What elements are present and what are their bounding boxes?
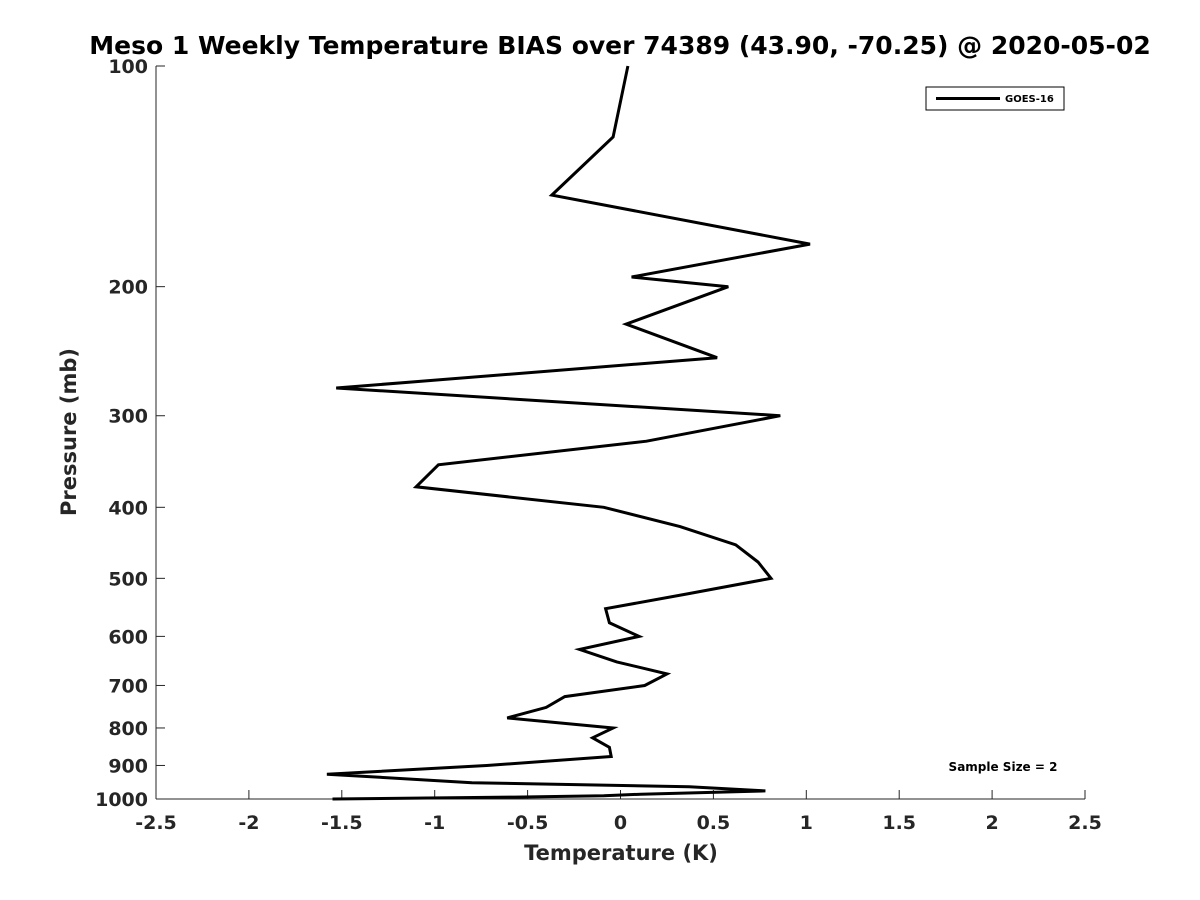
x-axis-label: Temperature (K) (524, 841, 718, 865)
x-tick-label: -2.5 (135, 812, 177, 834)
x-tick-label: -2 (238, 812, 259, 834)
x-tick-label: 2 (985, 812, 998, 834)
x-tick-label: -1.5 (321, 812, 363, 834)
y-tick-label: 400 (108, 497, 148, 519)
y-tick-label: 800 (108, 718, 148, 740)
y-tick-label: 900 (108, 755, 148, 777)
y-axis-label: Pressure (mb) (57, 348, 81, 516)
tick-labels: -2.5 -2 -1.5 -1 -0.5 0 0.5 1 1.5 2 2.5 100 200 300 400… (95, 56, 1102, 834)
y-tick-label: 300 (108, 406, 148, 428)
y-tick-label: 100 (108, 56, 148, 78)
y-tick-label: 200 (108, 277, 148, 299)
data-series (326, 65, 811, 801)
x-tick-label: 1 (800, 812, 813, 834)
x-tick-label: 1.5 (882, 812, 916, 834)
y-tick-label: 500 (108, 568, 148, 590)
chart-title: Meso 1 Weekly Temperature BIAS over 7438… (89, 31, 1150, 60)
x-tick-label: 0 (614, 812, 627, 834)
x-tick-label: -1 (424, 812, 445, 834)
x-tick-label: 0.5 (697, 812, 731, 834)
series-line-goes-16 (326, 65, 811, 801)
x-tick-label: 2.5 (1068, 812, 1102, 834)
y-tick-label: 700 (108, 675, 148, 697)
y-tick-label: 1000 (95, 789, 148, 811)
legend-label-goes-16: GOES-16 (1005, 94, 1054, 105)
legend[interactable]: GOES-16 (925, 86, 1065, 111)
y-tick-label: 600 (108, 626, 148, 648)
x-tick-label: -0.5 (507, 812, 549, 834)
sample-size-annotation: Sample Size = 2 (949, 760, 1058, 774)
